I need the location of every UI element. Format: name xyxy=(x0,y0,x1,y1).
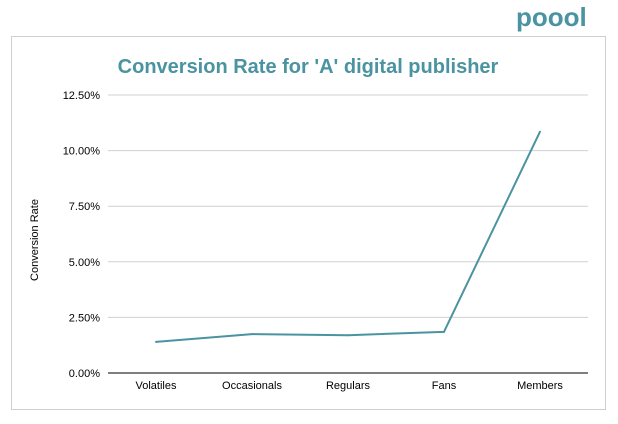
series-line xyxy=(155,131,541,343)
y-tick-label: 7.50% xyxy=(69,201,100,213)
y-tick-label: 12.50% xyxy=(63,90,101,102)
y-tick-label: 0.00% xyxy=(69,368,100,380)
data-point xyxy=(155,340,157,343)
x-tick-label: Volatiles xyxy=(136,380,177,392)
data-point xyxy=(443,330,445,333)
data-point xyxy=(347,334,349,337)
x-tick-label: Regulars xyxy=(326,380,371,392)
x-tick-label: Occasionals xyxy=(222,380,282,392)
x-tick-label: Fans xyxy=(432,380,457,392)
data-point xyxy=(251,333,253,336)
y-axis-label: Conversion Rate xyxy=(29,199,41,281)
data-point xyxy=(539,130,541,133)
y-tick-label: 5.00% xyxy=(69,257,100,269)
chart-frame xyxy=(11,36,606,410)
logo-text: poool xyxy=(516,4,587,32)
chart-title: Conversion Rate for 'A' digital publishe… xyxy=(118,56,499,78)
poool-logo: poool xyxy=(516,2,602,39)
y-tick-label: 10.00% xyxy=(63,146,101,158)
y-tick-label: 2.50% xyxy=(69,312,100,324)
x-tick-label: Members xyxy=(517,380,563,392)
